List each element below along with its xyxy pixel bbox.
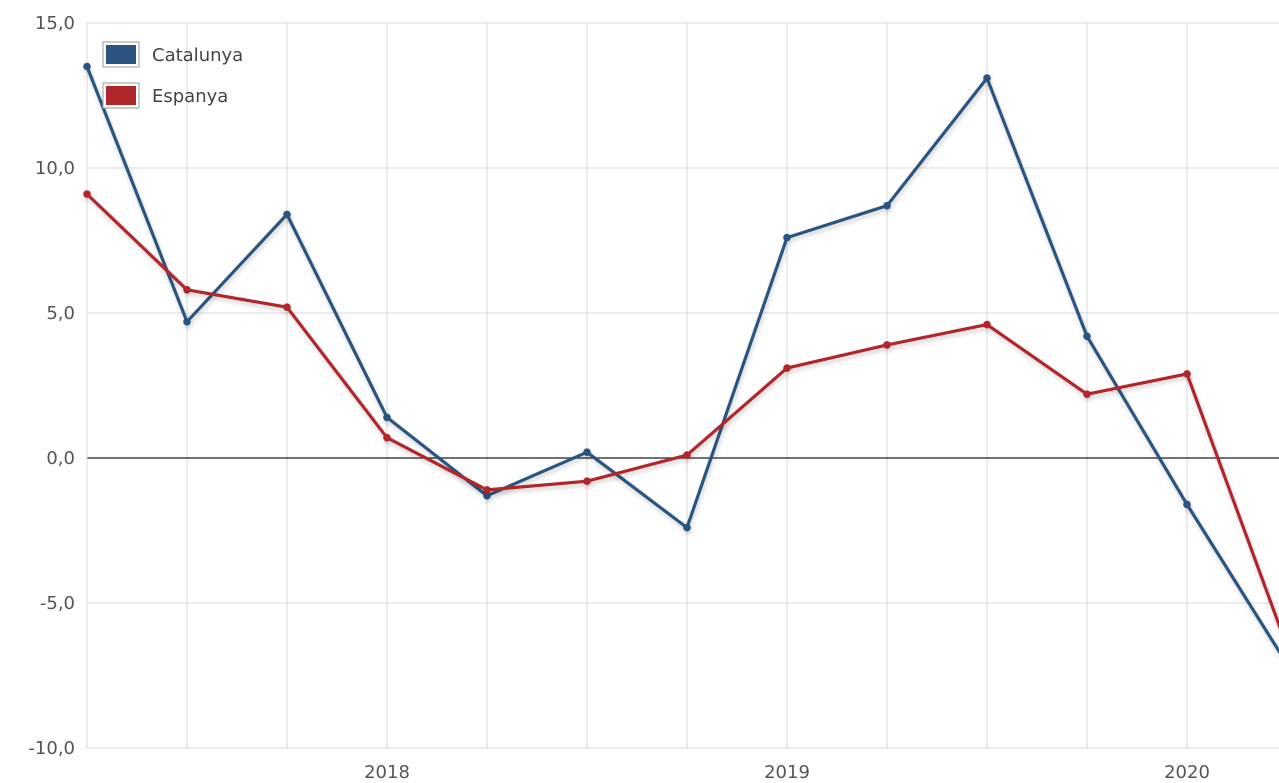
data-point[interactable] bbox=[1183, 370, 1191, 378]
y-tick-label: 15,0 bbox=[35, 13, 75, 34]
series-espanya bbox=[83, 190, 1279, 630]
legend-swatch bbox=[106, 45, 136, 64]
data-point[interactable] bbox=[1083, 390, 1091, 399]
data-point[interactable] bbox=[383, 433, 391, 442]
legend-swatch bbox=[106, 86, 136, 105]
data-point[interactable] bbox=[583, 477, 591, 486]
series-line bbox=[85, 64, 1279, 655]
axes: 15,0 10,0 5,0 0,0 -5,0 -10,0 2018 2019 2020 bbox=[28, 13, 1279, 783]
data-point[interactable] bbox=[583, 448, 591, 457]
data-point[interactable] bbox=[883, 201, 891, 210]
data-point[interactable] bbox=[883, 341, 891, 349]
data-point[interactable] bbox=[1083, 332, 1091, 341]
data-point[interactable] bbox=[383, 413, 391, 422]
data-point[interactable] bbox=[683, 523, 691, 532]
data-point[interactable] bbox=[283, 210, 291, 219]
data-point[interactable] bbox=[983, 74, 991, 82]
y-tick-label: 0,0 bbox=[46, 448, 75, 469]
y-tick-label: 5,0 bbox=[46, 303, 75, 324]
x-tick-label: 2019 bbox=[764, 762, 810, 783]
series-catalunya bbox=[83, 62, 1279, 655]
legend-item-catalunya[interactable]: Catalunya bbox=[102, 41, 243, 68]
legend-label: Espanya bbox=[152, 86, 228, 107]
data-point[interactable] bbox=[683, 451, 691, 459]
data-point[interactable] bbox=[1183, 500, 1191, 509]
legend-item-espanya[interactable]: Espanya bbox=[102, 82, 228, 109]
data-point[interactable] bbox=[83, 62, 91, 71]
data-point[interactable] bbox=[183, 286, 191, 294]
series bbox=[83, 62, 1279, 655]
data-point[interactable] bbox=[83, 190, 91, 198]
data-point[interactable] bbox=[283, 303, 291, 312]
y-tick-label: -10,0 bbox=[28, 738, 75, 759]
legend-label: Catalunya bbox=[152, 45, 243, 66]
data-point[interactable] bbox=[783, 233, 791, 242]
data-point[interactable] bbox=[483, 486, 491, 494]
series-line bbox=[85, 192, 1279, 630]
data-point[interactable] bbox=[983, 320, 991, 329]
x-tick-label: 2020 bbox=[1164, 762, 1210, 783]
grid bbox=[87, 22, 1279, 749]
y-tick-label: -5,0 bbox=[40, 593, 75, 614]
data-point[interactable] bbox=[483, 491, 491, 500]
data-point[interactable] bbox=[783, 364, 791, 372]
x-tick-label: 2018 bbox=[364, 762, 410, 783]
data-point[interactable] bbox=[183, 317, 191, 326]
y-tick-label: 10,0 bbox=[35, 158, 75, 179]
legend: Catalunya Espanya bbox=[102, 41, 243, 109]
